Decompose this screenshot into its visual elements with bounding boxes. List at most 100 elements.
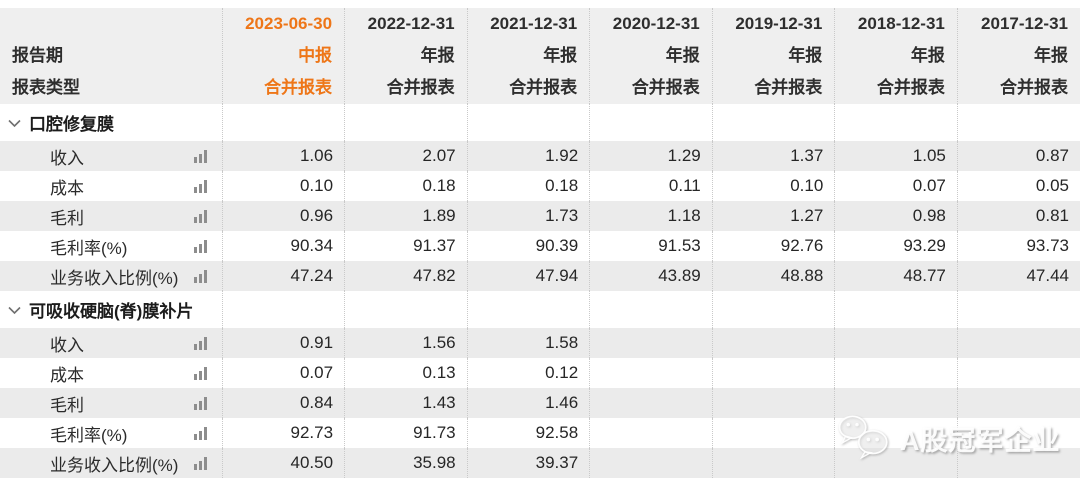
metric-value-cell: 92.73	[221, 418, 345, 448]
metric-value-cell	[834, 418, 958, 448]
metric-value-cell	[834, 388, 958, 418]
table-row: 毛利 0.96 1.89 1.73 1.18 1.27 0.98 0.81	[0, 201, 1080, 231]
section-empty-cell	[956, 104, 1080, 141]
table-row: 成本 0.07 0.13 0.12	[0, 358, 1080, 388]
metric-value-cell: 1.18	[589, 201, 713, 231]
bar-chart-icon[interactable]	[193, 239, 208, 253]
section-empty-cell	[711, 104, 835, 141]
report-type-label: 报表类型	[12, 78, 80, 97]
bar-chart-icon[interactable]	[193, 336, 208, 350]
metric-label-wrap: 毛利	[50, 391, 208, 416]
column-report-type: 合并报表	[1000, 78, 1068, 97]
column-period: 年报	[910, 46, 945, 65]
metric-value-cell: 0.18	[466, 171, 590, 201]
metric-value-cell	[589, 388, 713, 418]
metric-value-cell: 40.50	[221, 448, 345, 478]
metric-value-cell: 0.11	[589, 171, 713, 201]
bar-chart-icon[interactable]	[193, 179, 208, 193]
table-row: 收入 0.91 1.56 1.58	[0, 328, 1080, 358]
bar-chart-icon[interactable]	[193, 456, 208, 470]
metric-value-cell: 43.89	[589, 261, 713, 291]
table-row: 毛利 0.84 1.43 1.46	[0, 388, 1080, 418]
metric-value-cell: 0.87	[956, 141, 1080, 171]
segment-financials-table: 报告期 报表类型 2023-06-30 中报 合并报表 2022-12-31 年报 合并报表 2…	[0, 8, 1080, 478]
report-period-label: 报告期	[12, 46, 63, 65]
metric-value-cell: 91.53	[589, 231, 713, 261]
metric-value-cell	[956, 328, 1080, 358]
metric-value-cell: 91.73	[344, 418, 468, 448]
metric-value-cell: 90.34	[221, 231, 345, 261]
section-title: 口腔修复膜	[29, 115, 114, 134]
metric-value-cell: 0.91	[221, 328, 345, 358]
table-row: 业务收入比例(%) 40.50 35.98 39.37	[0, 448, 1080, 478]
bar-chart-icon[interactable]	[193, 366, 208, 380]
table-row: 收入 1.06 2.07 1.92 1.29 1.37 1.05 0.87	[0, 141, 1080, 171]
column-header-2019-12-31: 2019-12-31 年报 合并报表	[711, 8, 835, 104]
header-corner-cell: 报告期 报表类型	[0, 8, 222, 104]
table-row: 业务收入比例(%) 47.24 47.82 47.94 43.89 48.88 48.77 4…	[0, 261, 1080, 291]
column-date: 2022-12-31	[367, 14, 455, 33]
section-empty-cell	[344, 104, 468, 141]
metric-label-cell: 毛利率(%)	[0, 418, 222, 448]
bar-chart-icon[interactable]	[193, 269, 208, 283]
metric-value-cell: 47.44	[956, 261, 1080, 291]
column-date: 2023-06-30	[245, 14, 333, 33]
metric-value-cell: 0.05	[956, 171, 1080, 201]
metric-value-cell: 0.07	[834, 171, 958, 201]
column-period: 年报	[543, 46, 578, 65]
bar-chart-icon[interactable]	[193, 149, 208, 163]
column-period: 年报	[1034, 46, 1068, 65]
section-title-cell[interactable]: 可吸收硬脑(脊)膜补片	[0, 291, 222, 328]
column-report-type: 合并报表	[264, 78, 333, 97]
column-report-type: 合并报表	[386, 78, 455, 97]
metric-label-wrap: 毛利率(%)	[50, 421, 208, 446]
metric-label: 毛利率(%)	[50, 238, 128, 258]
bar-chart-icon[interactable]	[193, 426, 208, 440]
metric-value-cell: 1.06	[221, 141, 345, 171]
bar-chart-icon[interactable]	[193, 209, 208, 223]
column-period: 中报	[298, 46, 333, 65]
metric-value-cell: 2.07	[344, 141, 468, 171]
chevron-down-icon[interactable]	[8, 300, 21, 320]
metric-label: 毛利	[50, 208, 84, 228]
section-empty-cell	[221, 104, 345, 141]
metric-value-cell	[589, 358, 713, 388]
column-header-2022-12-31: 2022-12-31 年报 合并报表	[344, 8, 468, 104]
column-report-type: 合并报表	[509, 78, 578, 97]
metric-value-cell	[834, 358, 958, 388]
metric-value-cell: 1.73	[466, 201, 590, 231]
metric-label-wrap: 成本	[50, 174, 208, 199]
column-header-2020-12-31: 2020-12-31 年报 合并报表	[589, 8, 713, 104]
column-header-2018-12-31: 2018-12-31 年报 合并报表	[834, 8, 958, 104]
metric-label-cell: 收入	[0, 141, 222, 171]
metric-value-cell	[589, 328, 713, 358]
metric-label-wrap: 毛利	[50, 204, 208, 229]
column-date: 2020-12-31	[612, 14, 700, 33]
metric-value-cell: 1.46	[466, 388, 590, 418]
column-period: 年报	[788, 46, 823, 65]
metric-value-cell: 0.12	[466, 358, 590, 388]
metric-value-cell: 1.89	[344, 201, 468, 231]
metric-value-cell: 90.39	[466, 231, 590, 261]
metric-value-cell	[956, 418, 1080, 448]
metric-label-cell: 业务收入比例(%)	[0, 448, 222, 478]
section-title-cell[interactable]: 口腔修复膜	[0, 104, 222, 141]
metric-value-cell: 1.27	[711, 201, 835, 231]
metric-label-cell: 业务收入比例(%)	[0, 261, 222, 291]
column-report-type: 合并报表	[754, 78, 823, 97]
metric-value-cell: 1.92	[466, 141, 590, 171]
metric-value-cell: 0.13	[344, 358, 468, 388]
metric-label-cell: 毛利率(%)	[0, 231, 222, 261]
section-empty-cell	[711, 291, 835, 328]
bar-chart-icon[interactable]	[193, 396, 208, 410]
column-report-type: 合并报表	[876, 78, 945, 97]
metric-label: 收入	[50, 148, 84, 168]
section-title: 可吸收硬脑(脊)膜补片	[29, 302, 194, 321]
metric-value-cell: 0.07	[221, 358, 345, 388]
metric-value-cell: 48.88	[711, 261, 835, 291]
chevron-down-icon[interactable]	[8, 113, 21, 133]
metric-label-cell: 成本	[0, 358, 222, 388]
metric-value-cell	[711, 418, 835, 448]
table-row: 毛利率(%) 92.73 91.73 92.58	[0, 418, 1080, 448]
column-report-type: 合并报表	[631, 78, 700, 97]
